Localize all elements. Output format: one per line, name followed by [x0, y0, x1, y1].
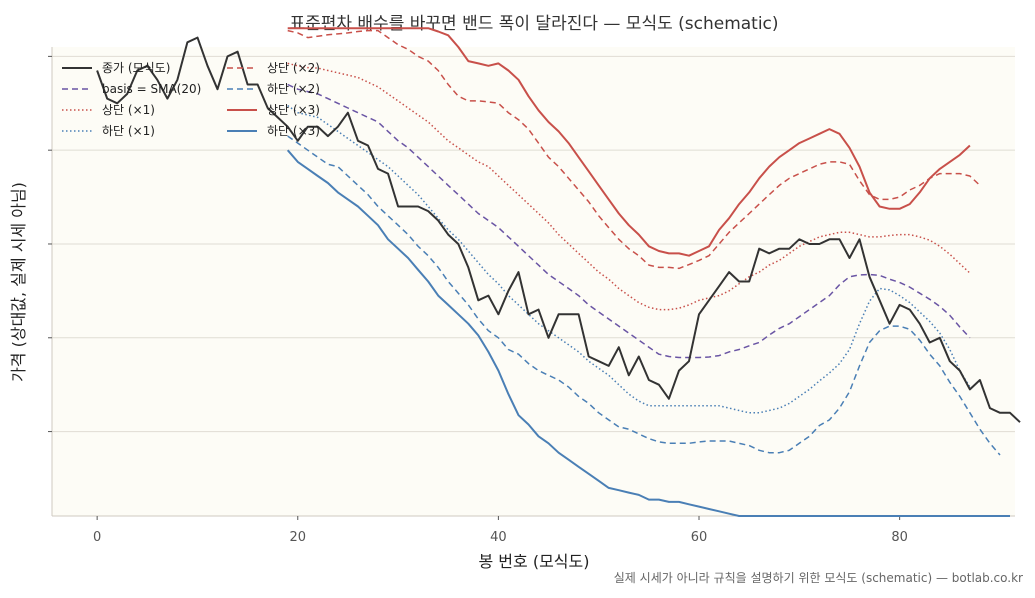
- chart-title: 표준편차 배수를 바꾸면 밴드 폭이 달라진다 — 모식도 (schematic…: [289, 14, 778, 34]
- x-tick-label: 0: [93, 530, 101, 545]
- series-lines: [96, 27, 1021, 517]
- x-tick-label: 40: [490, 530, 507, 545]
- x-tick-label: 20: [289, 530, 306, 545]
- legend-label: 하단 (×2): [267, 82, 320, 96]
- x-axis-label: 봉 번호 (모식도): [479, 552, 590, 571]
- legend-label: 종가 (모식도): [102, 61, 170, 75]
- series-line-6: [286, 149, 1010, 517]
- legend: 종가 (모식도) basis = SMA(20) 상단 (×1) 하단 (×1) 상단 …: [62, 61, 320, 138]
- legend-label: 상단 (×2): [267, 61, 320, 75]
- plot-area: [52, 47, 1015, 516]
- x-tick-label: 80: [891, 530, 908, 545]
- legend-label: 상단 (×3): [267, 103, 320, 117]
- y-axis-ticks: [48, 55, 52, 433]
- x-axis-ticks: 0 20 40 60 80: [93, 516, 908, 545]
- legend-label: 상단 (×1): [102, 103, 155, 117]
- legend-label: basis = SMA(20): [102, 82, 201, 96]
- footer-note: 실제 시세가 아니라 규칙을 설명하기 위한 모식도 (schematic) —…: [614, 571, 1023, 585]
- series-line-5: [287, 27, 971, 257]
- legend-label: 하단 (×1): [102, 124, 155, 138]
- x-tick-label: 60: [691, 530, 708, 545]
- legend-label: 하단 (×3): [267, 124, 320, 138]
- series-line-0: [287, 83, 971, 359]
- series-line-2: [287, 104, 971, 414]
- series-line-3: [287, 29, 981, 270]
- series-line-4: [287, 135, 1001, 456]
- price-line: [96, 36, 1021, 423]
- y-axis-label: 가격 (상대값, 실제 시세 아님): [9, 182, 28, 382]
